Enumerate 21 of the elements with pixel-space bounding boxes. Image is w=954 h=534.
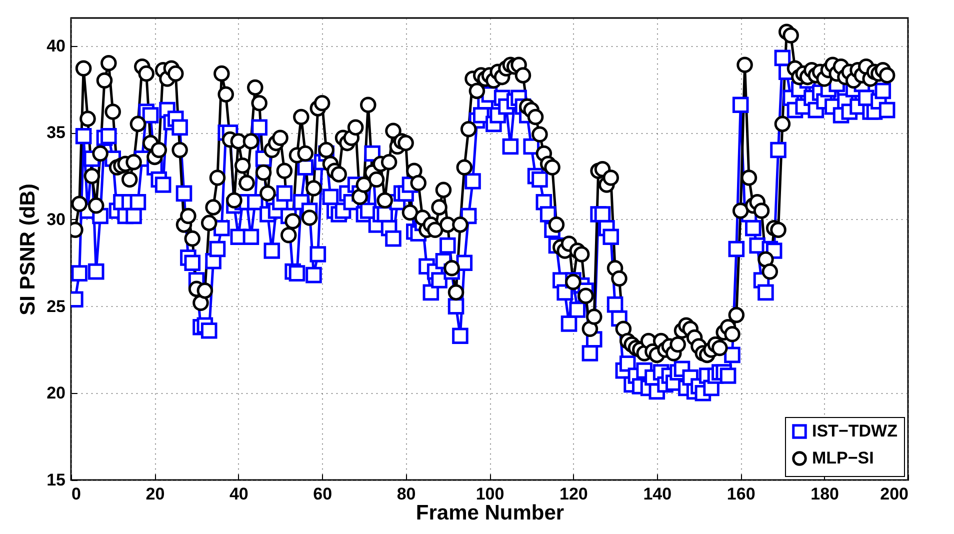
y-axis-title: SI PSNR (dB) — [16, 184, 40, 316]
x-tick-label: 0 — [72, 484, 81, 504]
y-tick-label: 40 — [46, 36, 66, 56]
y-tick-label: 35 — [46, 123, 66, 142]
x-tick-label: 80 — [396, 484, 416, 504]
y-tick-label: 25 — [46, 296, 66, 316]
y-tick-label: 20 — [46, 384, 66, 403]
x-tick-label: 100 — [476, 484, 504, 504]
x-axis-title: Frame Number — [416, 502, 564, 524]
x-tick-label: 200 — [880, 484, 908, 504]
y-tick-label: 15 — [46, 470, 66, 490]
legend-label: MLP−SI — [812, 448, 874, 468]
x-tick-label: 40 — [229, 484, 248, 504]
x-tick-label: 20 — [146, 484, 165, 504]
x-tick-label: 140 — [643, 484, 672, 504]
x-tick-label: 120 — [560, 484, 588, 504]
x-tick-label: 60 — [313, 484, 332, 504]
x-tick-label: 180 — [810, 484, 839, 504]
x-tick-label: 160 — [726, 484, 756, 504]
legend-label: IST−TDWZ — [812, 422, 898, 440]
y-tick-label: 30 — [46, 210, 66, 229]
